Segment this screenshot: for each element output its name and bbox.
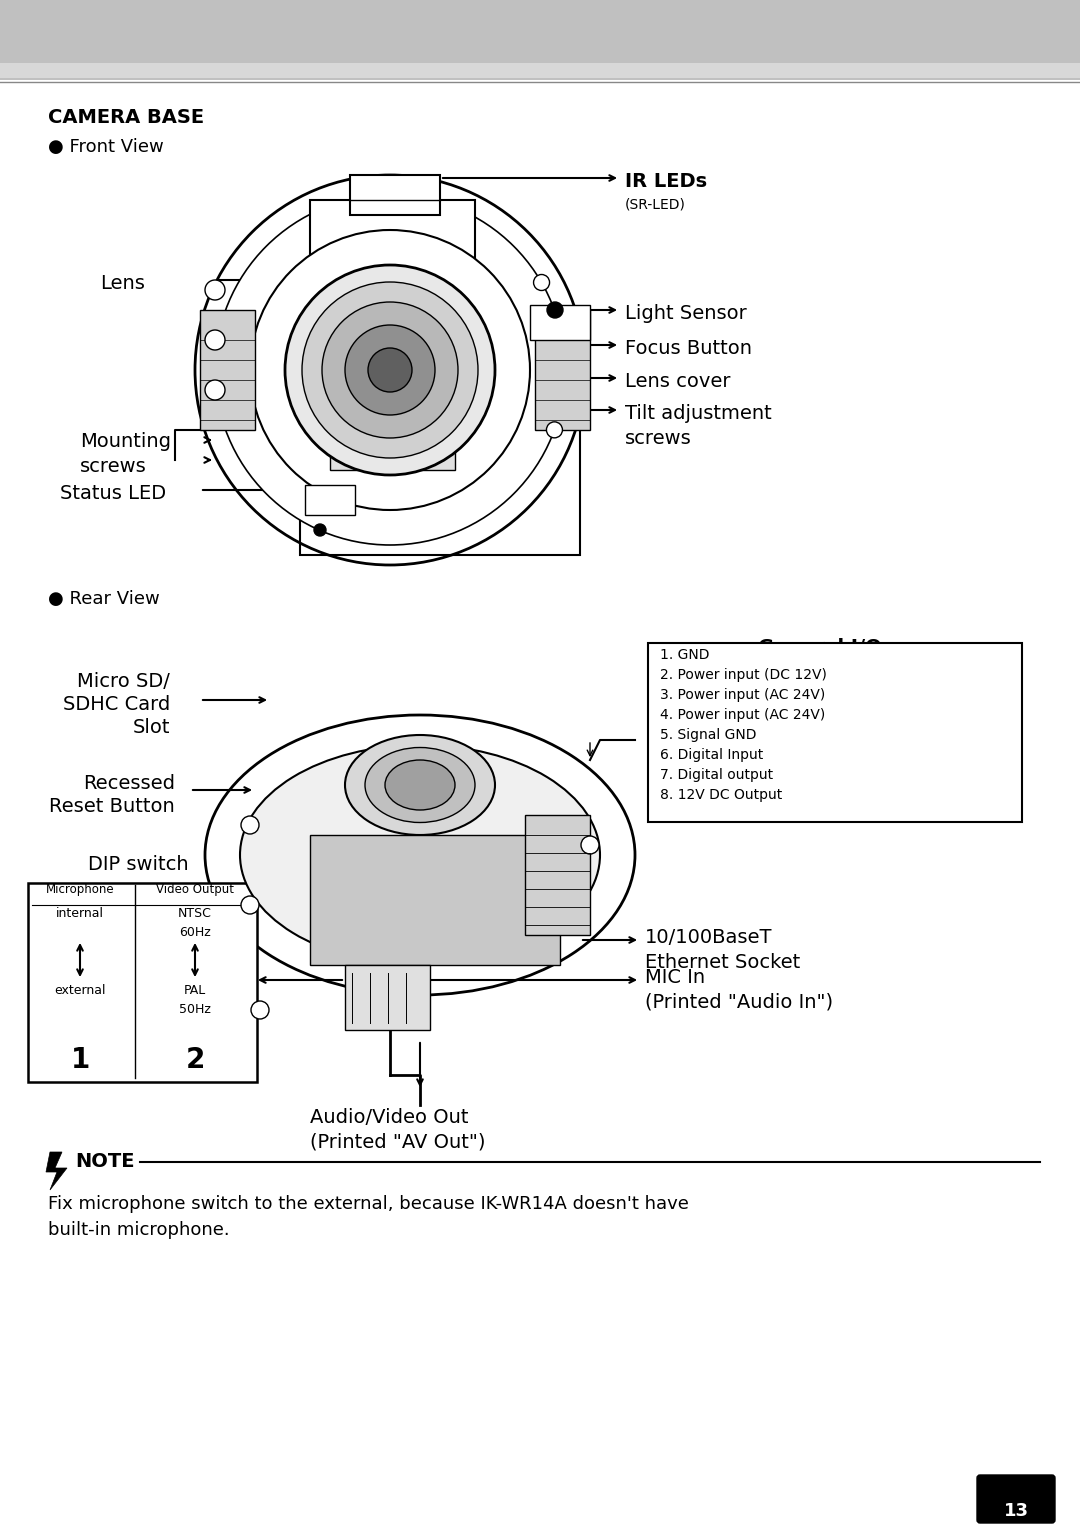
- Text: Micro SD/: Micro SD/: [77, 672, 170, 692]
- Text: 10/100BaseT
Ethernet Socket: 10/100BaseT Ethernet Socket: [645, 928, 800, 973]
- Text: Focus Button: Focus Button: [625, 339, 752, 357]
- Circle shape: [215, 195, 565, 545]
- Circle shape: [241, 896, 259, 915]
- Bar: [0, 0, 1080, 79]
- Bar: [300, 360, 580, 554]
- Circle shape: [251, 1002, 269, 1019]
- Circle shape: [195, 176, 585, 565]
- Text: 1. GND: 1. GND: [660, 647, 710, 663]
- Circle shape: [285, 266, 495, 475]
- Text: 13: 13: [1003, 1503, 1028, 1519]
- Ellipse shape: [205, 715, 635, 996]
- Text: Status LED: Status LED: [60, 484, 166, 502]
- Text: DIP switch: DIP switch: [87, 855, 188, 873]
- FancyBboxPatch shape: [28, 883, 257, 1083]
- Ellipse shape: [384, 760, 455, 809]
- Ellipse shape: [345, 734, 495, 835]
- Text: Reset Button: Reset Button: [50, 797, 175, 815]
- Text: Tilt adjustment
screws: Tilt adjustment screws: [625, 405, 772, 447]
- Text: CAMERA BASE: CAMERA BASE: [48, 108, 204, 127]
- Ellipse shape: [365, 748, 475, 823]
- Circle shape: [249, 231, 530, 510]
- Ellipse shape: [240, 745, 600, 965]
- FancyBboxPatch shape: [648, 643, 1022, 822]
- Bar: [305, 486, 355, 515]
- Bar: [310, 835, 561, 965]
- Text: ● Rear View: ● Rear View: [48, 589, 160, 608]
- Text: Microphone: Microphone: [45, 883, 114, 896]
- Text: 2: 2: [186, 1046, 205, 1073]
- Text: internal: internal: [56, 907, 104, 919]
- Bar: [350, 176, 440, 215]
- Bar: [310, 200, 475, 360]
- Circle shape: [534, 275, 550, 290]
- Circle shape: [345, 325, 435, 415]
- Text: Video Output: Video Output: [156, 883, 234, 896]
- Circle shape: [241, 815, 259, 834]
- Text: 7. Digital output: 7. Digital output: [660, 768, 773, 782]
- Text: ● Front View: ● Front View: [48, 137, 164, 156]
- Text: NTSC: NTSC: [178, 907, 212, 919]
- Bar: [0, 63, 1080, 78]
- Text: Mounting
screws: Mounting screws: [80, 432, 171, 476]
- Text: PAL: PAL: [184, 983, 206, 997]
- Text: Recessed: Recessed: [83, 774, 175, 793]
- Circle shape: [302, 282, 478, 458]
- Bar: [345, 965, 430, 1031]
- Circle shape: [322, 302, 458, 438]
- Text: external: external: [54, 983, 106, 997]
- Circle shape: [205, 330, 225, 350]
- Text: 60Hz: 60Hz: [179, 925, 211, 939]
- Bar: [525, 815, 590, 935]
- Text: Lens: Lens: [100, 273, 145, 293]
- Text: 6. Digital Input: 6. Digital Input: [660, 748, 764, 762]
- Text: (SR-LED): (SR-LED): [625, 197, 686, 211]
- Bar: [535, 310, 590, 431]
- Circle shape: [368, 348, 411, 392]
- Text: SDHC Card: SDHC Card: [63, 695, 170, 715]
- Text: Light Sensor: Light Sensor: [625, 304, 746, 324]
- Text: Slot: Slot: [133, 718, 170, 738]
- Circle shape: [205, 380, 225, 400]
- Polygon shape: [46, 1151, 67, 1190]
- FancyBboxPatch shape: [977, 1475, 1055, 1522]
- Circle shape: [205, 279, 225, 299]
- Circle shape: [546, 302, 563, 318]
- Text: Fix microphone switch to the external, because IK-WR14A doesn't have
built-in mi: Fix microphone switch to the external, b…: [48, 1196, 689, 1240]
- Text: 8. 12V DC Output: 8. 12V DC Output: [660, 788, 782, 802]
- Text: NOTE: NOTE: [75, 1151, 135, 1171]
- Bar: [530, 305, 590, 341]
- Text: 4. Power input (AC 24V): 4. Power input (AC 24V): [660, 709, 825, 722]
- Text: Lens cover: Lens cover: [625, 373, 730, 391]
- Text: IR LEDs: IR LEDs: [625, 173, 707, 191]
- Text: 50Hz: 50Hz: [179, 1003, 211, 1015]
- Bar: [330, 411, 455, 470]
- Text: MIC In
(Printed "Audio In"): MIC In (Printed "Audio In"): [645, 968, 833, 1012]
- Text: Audio/Video Out
(Printed "AV Out"): Audio/Video Out (Printed "AV Out"): [310, 1109, 486, 1151]
- Circle shape: [314, 524, 326, 536]
- Text: 2. Power input (DC 12V): 2. Power input (DC 12V): [660, 667, 827, 683]
- Circle shape: [546, 421, 563, 438]
- Text: 3. Power input (AC 24V): 3. Power input (AC 24V): [660, 689, 825, 702]
- Text: General I/O
Terminal Block: General I/O Terminal Block: [740, 638, 901, 683]
- Circle shape: [581, 835, 599, 854]
- Text: 1: 1: [70, 1046, 90, 1073]
- Bar: [200, 310, 255, 431]
- Text: 5. Signal GND: 5. Signal GND: [660, 728, 756, 742]
